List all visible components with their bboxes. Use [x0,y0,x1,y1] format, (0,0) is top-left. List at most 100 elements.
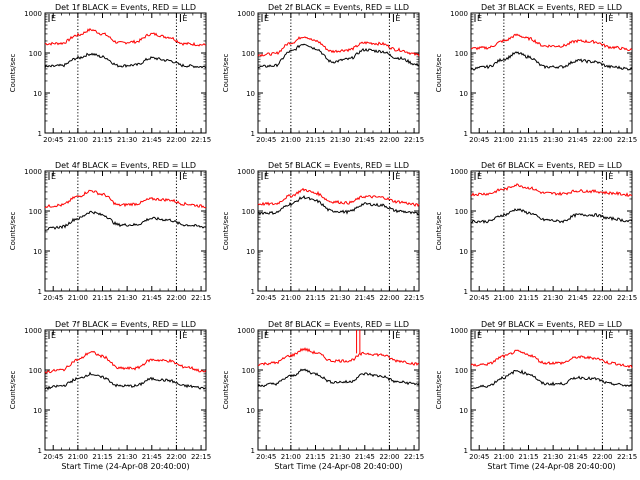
attenuator-state-label: E [182,14,187,23]
x-tick-label: 21:45 [355,136,375,144]
detector-panel: Det 4f BLACK = Events, RED = LLD Counts/s… [9,161,211,302]
x-tick-label: 21:45 [355,453,375,461]
y-tick-label: 1000 [24,327,42,335]
x-tick-label: 22:15 [404,294,424,302]
attenuator-state-label: E [51,172,56,181]
x-tick-label: 22:00 [379,294,399,302]
attenuator-state-label: E [395,331,400,340]
x-tick-label: 21:00 [281,453,301,461]
y-axis-title: Counts/sec [9,54,17,93]
lld-rate-line [44,27,207,47]
x-tick-label: 21:30 [543,294,563,302]
plot-frame [470,329,633,451]
panel-title: Det 2f BLACK = Events, RED = LLD [268,3,409,12]
plot-frame [470,12,633,134]
lld-rate-line [44,189,207,209]
detector-panel: Det 7f BLACK = Events, RED = LLD Counts/s… [9,320,211,471]
x-axis-title: Start Time (24-Apr-08 20:40:00) [274,462,402,471]
x-tick-label: 21:00 [494,136,514,144]
y-tick-label: 1 [464,288,468,296]
x-tick-label: 21:00 [281,294,301,302]
x-tick-label: 22:15 [191,136,211,144]
x-tick-label: 21:15 [305,136,325,144]
y-tick-label: 10 [459,248,468,256]
plot-frame [257,170,420,292]
x-tick-label: 20:45 [256,294,276,302]
x-tick-label: 21:30 [330,453,350,461]
y-tick-label: 1 [38,130,42,138]
x-tick-label: 22:00 [166,294,186,302]
x-tick-label: 21:30 [330,294,350,302]
y-axis-title: Counts/sec [9,212,17,251]
y-tick-label: 10 [246,248,255,256]
event-rate-line [257,43,419,69]
attenuator-state-label: E [264,331,269,340]
x-tick-label: 22:00 [166,136,186,144]
attenuator-state-label: E [51,331,56,340]
y-axis-title: Counts/sec [9,371,17,410]
detector-panel: Det 8f BLACK = Events, RED = LLD Counts/s… [222,320,424,471]
attenuator-state-label: E [264,14,269,23]
x-tick-label: 22:15 [404,136,424,144]
y-tick-label: 1000 [237,10,255,18]
x-tick-label: 22:15 [617,136,637,144]
plot-frame [470,170,633,292]
attenuator-state-label: E [51,14,56,23]
x-tick-label: 22:00 [592,294,612,302]
y-tick-label: 10 [459,90,468,98]
panel-title: Det 9f BLACK = Events, RED = LLD [481,320,622,329]
x-tick-label: 21:30 [543,136,563,144]
x-tick-label: 21:00 [68,294,88,302]
x-tick-label: 20:45 [256,136,276,144]
y-tick-label: 10 [459,407,468,415]
x-tick-label: 22:00 [379,453,399,461]
plot-frame [257,329,420,451]
x-tick-label: 21:00 [68,453,88,461]
x-tick-label: 21:15 [305,453,325,461]
y-tick-label: 1000 [450,327,468,335]
x-tick-label: 20:45 [256,453,276,461]
lld-rate-line [258,347,420,366]
y-tick-label: 100 [29,367,42,375]
y-tick-label: 10 [33,90,42,98]
x-tick-label: 21:15 [518,294,538,302]
y-tick-label: 1000 [237,327,255,335]
y-tick-label: 1 [251,447,255,455]
y-tick-label: 100 [29,50,42,58]
x-tick-label: 22:15 [191,294,211,302]
x-tick-label: 21:00 [281,136,301,144]
x-tick-label: 20:45 [43,294,63,302]
x-tick-label: 21:45 [568,294,588,302]
y-tick-label: 1 [464,447,468,455]
y-axis-title: Counts/sec [222,212,230,251]
x-tick-label: 20:45 [469,136,489,144]
attenuator-state-label: E [477,331,482,340]
x-tick-label: 21:00 [494,453,514,461]
y-axis-title: Counts/sec [435,212,443,251]
detector-panel: Det 6f BLACK = Events, RED = LLD Counts/s… [435,161,637,302]
x-tick-label: 21:30 [117,136,137,144]
y-tick-label: 100 [455,367,468,375]
lld-rate-line [470,183,633,198]
attenuator-state-label: E [608,331,613,340]
y-tick-label: 1 [38,447,42,455]
x-tick-label: 21:15 [92,453,112,461]
event-rate-line [470,369,633,390]
x-tick-label: 22:15 [617,453,637,461]
x-tick-label: 22:15 [191,453,211,461]
y-tick-label: 10 [246,90,255,98]
y-tick-label: 1000 [450,10,468,18]
event-rate-line [44,52,207,69]
panel-title: Det 6f BLACK = Events, RED = LLD [481,161,622,170]
panel-title: Det 1f BLACK = Events, RED = LLD [55,3,196,12]
y-tick-label: 100 [242,208,255,216]
panel-title: Det 7f BLACK = Events, RED = LLD [55,320,196,329]
attenuator-state-label: E [395,172,400,181]
y-tick-label: 1000 [450,168,468,176]
panel-title: Det 3f BLACK = Events, RED = LLD [481,3,622,12]
y-tick-label: 10 [33,248,42,256]
x-tick-label: 22:00 [166,453,186,461]
x-tick-label: 22:00 [592,136,612,144]
y-tick-label: 100 [455,50,468,58]
attenuator-state-label: E [608,14,613,23]
